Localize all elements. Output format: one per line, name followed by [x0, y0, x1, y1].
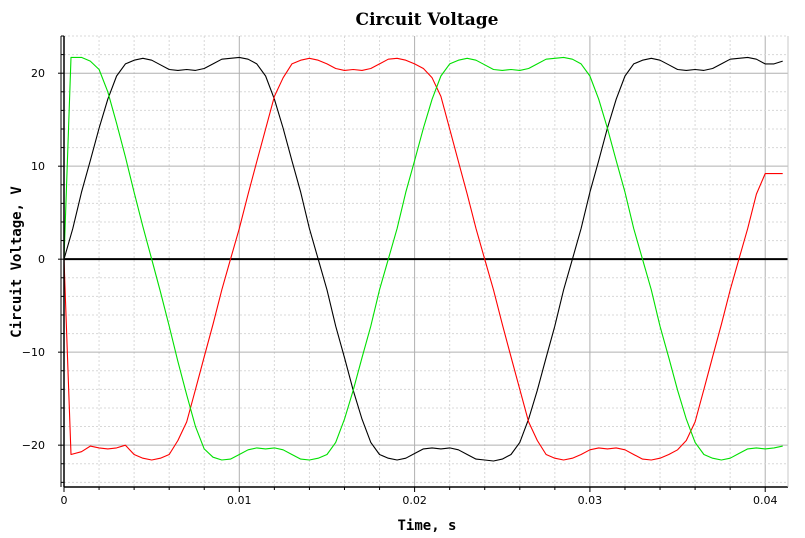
- series-line-2: [63, 57, 783, 461]
- y-tick-label: 0: [38, 253, 45, 266]
- chart-title: Circuit Voltage: [356, 10, 499, 30]
- x-axis-label: Time, s: [397, 518, 456, 534]
- y-axis-label: Circuit Voltage, V: [9, 186, 25, 338]
- tick-labels: 0 0.01 0.02 0.03 0.04 −20 −10 0 10 20: [22, 35, 778, 507]
- x-tick-label: 0.03: [578, 494, 603, 507]
- x-tick-label: 0.04: [753, 494, 778, 507]
- y-tick-label: −10: [22, 346, 45, 359]
- series-line-1: [63, 56, 783, 462]
- x-tick-label: 0: [61, 494, 68, 507]
- x-tick-label: 0.02: [402, 494, 427, 507]
- series-line-3: [63, 56, 783, 461]
- x-tick-label: 0.01: [227, 494, 252, 507]
- series-group: [63, 56, 783, 462]
- axes: [60, 36, 789, 488]
- y-tick-label: 10: [31, 160, 45, 173]
- y-tick-label: −20: [22, 439, 45, 452]
- y-tick-label: 20: [31, 67, 45, 80]
- grid: [64, 35, 788, 487]
